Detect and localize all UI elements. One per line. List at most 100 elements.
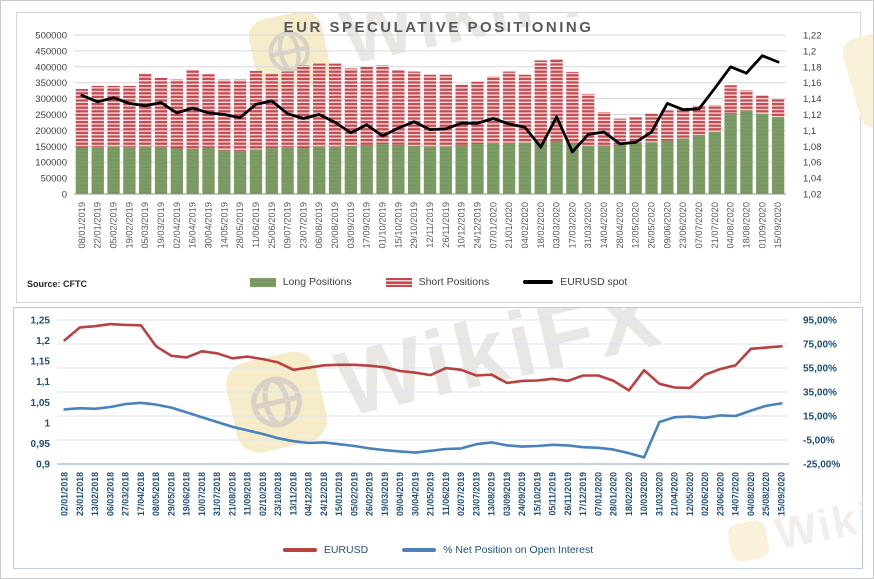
svg-text:1,14: 1,14 — [803, 94, 822, 105]
svg-text:1,22: 1,22 — [803, 31, 822, 42]
svg-text:15/09/2020: 15/09/2020 — [773, 202, 783, 249]
svg-text:29/05/2018: 29/05/2018 — [166, 472, 176, 516]
svg-text:15/10/2019: 15/10/2019 — [393, 202, 403, 249]
svg-text:04/12/2018: 04/12/2018 — [304, 472, 314, 516]
svg-text:350000: 350000 — [35, 78, 67, 89]
legend-item-net-position: % Net Position on Open Interest — [402, 544, 593, 556]
svg-text:450000: 450000 — [35, 46, 67, 57]
svg-text:24/09/2019: 24/09/2019 — [517, 472, 527, 516]
svg-text:0,95: 0,95 — [31, 439, 51, 450]
legend-item-eurusd: EURUSD — [282, 544, 368, 556]
svg-text:26/02/2019: 26/02/2019 — [365, 472, 375, 516]
svg-text:25/08/2020: 25/08/2020 — [761, 472, 771, 516]
svg-text:16/04/2019: 16/04/2019 — [188, 202, 198, 249]
svg-text:18/02/2020: 18/02/2020 — [536, 202, 546, 249]
svg-text:500000: 500000 — [35, 31, 67, 42]
svg-text:20/08/2019: 20/08/2019 — [330, 202, 340, 249]
svg-text:23/06/2020: 23/06/2020 — [678, 202, 688, 249]
svg-text:10/03/2020: 10/03/2020 — [639, 472, 649, 516]
eurusd-spot-line-icon — [523, 280, 554, 284]
svg-text:10/12/2019: 10/12/2019 — [457, 202, 467, 249]
svg-text:26/11/2019: 26/11/2019 — [441, 202, 451, 248]
svg-text:0: 0 — [62, 190, 67, 201]
long-positions-swatch-icon — [249, 277, 276, 287]
svg-text:06/03/2018: 06/03/2018 — [105, 472, 115, 516]
svg-text:04/02/2020: 04/02/2020 — [520, 202, 530, 249]
svg-text:02/04/2019: 02/04/2019 — [172, 202, 182, 249]
svg-text:50000: 50000 — [41, 174, 67, 185]
svg-text:05/02/2019: 05/02/2019 — [109, 202, 119, 249]
svg-text:15,00%: 15,00% — [803, 412, 837, 423]
svg-text:15/01/2019: 15/01/2019 — [334, 472, 344, 516]
svg-text:30/04/2019: 30/04/2019 — [203, 202, 213, 249]
svg-text:09/04/2019: 09/04/2019 — [395, 472, 405, 516]
bottom-chart-panel: WikiFX WikiFX 1,25 1,2 1,15 1,1 1,05 1 0,95 0,9… — [13, 307, 863, 569]
legend-label: % Net Position on Open Interest — [443, 544, 594, 556]
svg-text:21/07/2020: 21/07/2020 — [710, 202, 720, 249]
svg-text:0,9: 0,9 — [36, 460, 50, 471]
svg-text:03/03/2020: 03/03/2020 — [552, 202, 562, 249]
net-position-line-icon — [402, 548, 437, 552]
page-title: EUR SPECULATIVE POSITIONING — [283, 19, 594, 36]
svg-text:31/03/2020: 31/03/2020 — [583, 202, 593, 249]
legend-label: EURUSD spot — [560, 276, 628, 288]
svg-text:25/06/2019: 25/06/2019 — [267, 202, 277, 249]
svg-text:1,06: 1,06 — [803, 158, 822, 169]
legend-label: Long Positions — [282, 276, 352, 288]
eurusd-line-icon — [282, 548, 317, 552]
svg-text:17/09/2019: 17/09/2019 — [362, 202, 372, 249]
svg-text:19/06/2018: 19/06/2018 — [182, 472, 192, 516]
svg-text:15/09/2020: 15/09/2020 — [776, 472, 786, 516]
svg-text:12/11/2019: 12/11/2019 — [425, 202, 435, 248]
svg-text:35,00%: 35,00% — [803, 388, 837, 399]
svg-text:02/07/2019: 02/07/2019 — [456, 472, 466, 516]
svg-text:17/03/2020: 17/03/2020 — [567, 202, 577, 249]
svg-text:1,04: 1,04 — [803, 174, 822, 185]
svg-text:23/06/2020: 23/06/2020 — [715, 472, 725, 516]
svg-text:18/08/2020: 18/08/2020 — [741, 202, 751, 249]
legend-label: Short Positions — [418, 276, 490, 288]
svg-text:-5,00%: -5,00% — [803, 436, 835, 447]
svg-text:03/09/2019: 03/09/2019 — [502, 472, 512, 516]
svg-text:150000: 150000 — [35, 142, 67, 153]
svg-text:08/05/2018: 08/05/2018 — [151, 472, 161, 516]
short-positions-swatch-icon — [385, 277, 412, 287]
svg-text:1,18: 1,18 — [803, 62, 822, 73]
source-label: Source: CFTC — [27, 279, 88, 289]
svg-text:28/01/2020: 28/01/2020 — [609, 472, 619, 516]
svg-text:21/05/2019: 21/05/2019 — [426, 472, 436, 516]
svg-text:09/06/2020: 09/06/2020 — [662, 202, 672, 249]
legend-item-eurusd-spot: EURUSD spot — [523, 276, 627, 288]
svg-text:300000: 300000 — [35, 94, 67, 105]
svg-text:24/12/2019: 24/12/2019 — [472, 202, 482, 249]
top-chart-legend: Long Positions Short Positions EURUSD sp… — [17, 276, 860, 288]
svg-text:27/03/2018: 27/03/2018 — [121, 472, 131, 516]
svg-text:11/09/2018: 11/09/2018 — [243, 472, 253, 516]
svg-text:23/01/2018: 23/01/2018 — [75, 472, 85, 516]
svg-text:21/08/2018: 21/08/2018 — [227, 472, 237, 516]
svg-text:05/03/2019: 05/03/2019 — [140, 202, 150, 249]
svg-text:22/01/2019: 22/01/2019 — [93, 202, 103, 249]
svg-text:04/08/2020: 04/08/2020 — [746, 472, 756, 516]
svg-text:12/05/2020: 12/05/2020 — [685, 472, 695, 516]
top-chart-panel: WikiFX EUR SPECULATIVE POSITIONING 50000… — [16, 12, 861, 303]
svg-text:30/04/2019: 30/04/2019 — [410, 472, 420, 516]
svg-text:75,00%: 75,00% — [803, 340, 837, 351]
svg-text:1,05: 1,05 — [31, 398, 51, 409]
svg-text:02/01/2018: 02/01/2018 — [60, 472, 70, 516]
svg-text:11/06/2019: 11/06/2019 — [441, 472, 451, 516]
svg-text:1,25: 1,25 — [31, 316, 51, 327]
svg-text:19/02/2019: 19/02/2019 — [124, 202, 134, 249]
net-position-chart: 1,25 1,2 1,15 1,1 1,05 1 0,95 0,9 95,00% 75,00% 55… — [31, 316, 841, 517]
svg-text:13/08/2019: 13/08/2019 — [487, 472, 497, 516]
svg-text:1,15: 1,15 — [31, 357, 51, 368]
svg-text:03/09/2019: 03/09/2019 — [346, 202, 356, 249]
svg-text:07/07/2020: 07/07/2020 — [694, 202, 704, 249]
svg-text:200000: 200000 — [35, 126, 67, 137]
bottom-chart-legend: EURUSD % Net Position on Open Interest — [14, 544, 862, 556]
svg-text:05/11/2019: 05/11/2019 — [548, 472, 558, 516]
svg-text:-25,00%: -25,00% — [803, 460, 840, 471]
svg-text:04/08/2020: 04/08/2020 — [726, 202, 736, 249]
svg-text:31/03/2020: 31/03/2020 — [654, 472, 664, 516]
